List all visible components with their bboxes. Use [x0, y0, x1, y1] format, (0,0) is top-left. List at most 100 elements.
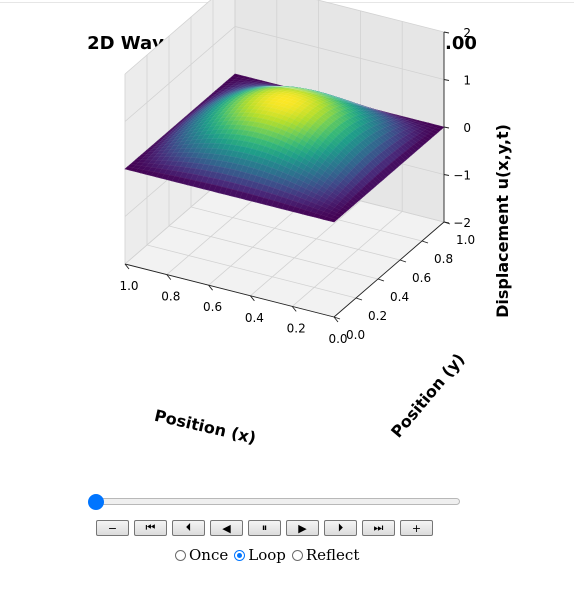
mode-once-label: Once — [189, 546, 229, 564]
x-tick-mark — [291, 306, 297, 312]
mesh-line — [177, 99, 387, 178]
mode-loop[interactable]: Loop — [234, 546, 286, 564]
mesh-line — [328, 125, 439, 221]
last-frame-button[interactable]: ⏭ — [362, 520, 395, 536]
x-axis-line — [124, 263, 335, 318]
grid-lines — [124, 0, 445, 318]
mesh-line — [323, 124, 434, 220]
mesh-line — [166, 112, 376, 187]
mesh-line — [124, 73, 236, 170]
mesh-line — [182, 95, 392, 173]
mode-reflect-radio[interactable] — [291, 549, 303, 561]
mesh-line — [307, 120, 418, 216]
z-tick-mark — [443, 174, 450, 176]
mesh-line — [245, 95, 356, 200]
mesh-line — [192, 86, 303, 187]
play-reverse-button[interactable]: ◀ — [210, 520, 243, 536]
mesh-line — [130, 75, 241, 171]
mesh-line — [146, 143, 357, 204]
decrease-speed-button[interactable]: − — [96, 520, 129, 536]
z-tick-mark — [443, 31, 450, 34]
mesh-line — [152, 133, 362, 199]
mesh-line — [141, 152, 351, 208]
x-tick-label: 0.2 — [287, 321, 306, 335]
mesh-line — [130, 164, 340, 218]
mesh-line — [302, 118, 413, 215]
next-frame-button[interactable]: ⏵ — [324, 520, 357, 536]
first-frame-button[interactable]: ⏮ — [134, 520, 167, 536]
frame-slider[interactable] — [88, 494, 460, 510]
mesh-line — [221, 85, 431, 140]
mesh-line — [218, 85, 428, 142]
mesh-line — [297, 117, 408, 213]
mesh-line — [150, 80, 262, 176]
previous-frame-button[interactable]: ⏴ — [172, 520, 205, 536]
mesh-line — [179, 97, 390, 175]
mesh-line — [166, 84, 277, 180]
mesh-line — [127, 166, 337, 220]
mode-reflect-label: Reflect — [305, 546, 360, 564]
mesh-line — [198, 86, 309, 188]
mesh-line — [163, 116, 373, 189]
frame-slider-thumb[interactable] — [88, 494, 104, 510]
mesh-line — [234, 73, 445, 128]
mesh-line — [239, 93, 350, 199]
mesh-line — [144, 147, 354, 206]
x-tick-mark — [250, 295, 255, 302]
mesh-line — [286, 114, 398, 211]
mesh-line — [157, 124, 368, 194]
frame-slider-track[interactable] — [94, 498, 460, 505]
mesh-line — [135, 159, 346, 213]
mesh-line — [292, 116, 403, 212]
mesh-line — [207, 86, 417, 151]
surface-mesh — [124, 73, 445, 223]
mesh-line — [226, 80, 436, 135]
mesh-line — [212, 86, 423, 147]
mesh-line — [149, 138, 359, 201]
y-tick-label: 0.0 — [346, 328, 365, 342]
mesh-line — [213, 87, 324, 192]
z-tick-mark — [443, 126, 450, 129]
mesh-line — [133, 161, 343, 216]
mesh-line — [201, 86, 412, 156]
mesh-line — [204, 86, 414, 154]
mesh-line — [223, 83, 434, 137]
mode-reflect[interactable]: Reflect — [291, 546, 360, 564]
loop-mode-group: Once Loop Reflect — [175, 546, 365, 564]
mode-once-radio[interactable] — [175, 549, 186, 561]
z-tick-label: −1 — [453, 169, 471, 183]
mesh-line — [250, 97, 361, 201]
mesh-line — [171, 85, 282, 182]
y-tick-label: 0.8 — [434, 252, 453, 266]
mesh-line — [156, 81, 267, 178]
mesh-line — [199, 87, 409, 159]
z-axis-label: Displacement u(x,y,t) — [493, 124, 512, 318]
floor-pane — [125, 169, 444, 317]
z-tick-label: 0 — [463, 121, 471, 135]
increase-speed-button[interactable]: + — [400, 520, 433, 536]
y-tick-label: 0.6 — [412, 271, 431, 285]
z-tick-mark — [443, 221, 450, 224]
mesh-line — [177, 86, 288, 183]
x-tick-label: 1.0 — [119, 279, 138, 293]
mesh-line — [145, 79, 256, 175]
x-tick-mark — [208, 284, 213, 291]
playback-controls: − ⏮ ⏴ ◀ ⏸ ▶ ⏵ ⏭ + — [96, 520, 433, 538]
mode-loop-radio[interactable] — [234, 549, 246, 561]
y-tick-label: 0.2 — [368, 309, 387, 323]
y-tick-mark — [355, 297, 363, 301]
z-tick-label: 1 — [463, 74, 471, 88]
play-forward-button[interactable]: ▶ — [286, 520, 319, 536]
mesh-line — [135, 76, 246, 172]
mesh-line — [174, 102, 384, 180]
mesh-line — [276, 109, 387, 208]
mesh-line — [196, 87, 406, 161]
y-tick-mark — [333, 316, 341, 320]
mode-once[interactable]: Once — [175, 546, 228, 564]
mesh-line — [229, 90, 340, 196]
mesh-line — [224, 89, 335, 195]
pause-button[interactable]: ⏸ — [248, 520, 281, 536]
grid-line-z — [124, 26, 445, 122]
x-tick-mark — [166, 274, 172, 280]
mesh-line — [265, 104, 377, 205]
